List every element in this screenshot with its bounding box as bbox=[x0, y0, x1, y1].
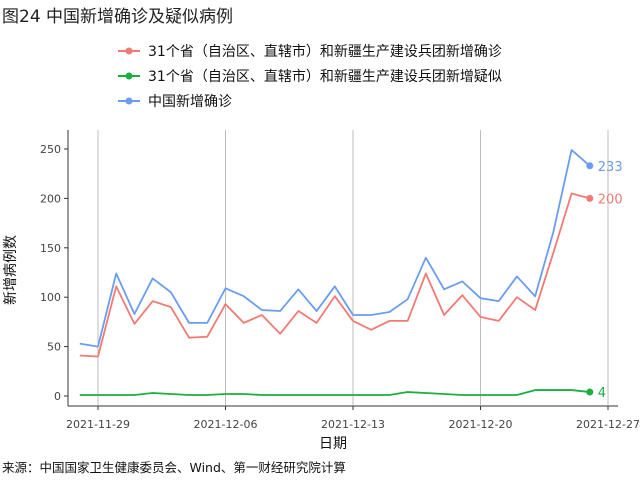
series-line-1 bbox=[79, 389, 590, 396]
legend-label: 中国新增确诊 bbox=[148, 93, 232, 110]
legend-item: 31个省（自治区、直辖市）和新疆生产建设兵团新增确诊 bbox=[118, 38, 502, 63]
x-tick-label: 2021-11-29 bbox=[66, 418, 130, 431]
y-axis-title: 新增病例数 bbox=[3, 235, 19, 305]
x-tick-label: 2021-12-06 bbox=[194, 418, 258, 431]
chart-title: 图24 中国新增确诊及疑似病例 bbox=[2, 7, 234, 27]
y-tick-label: 250 bbox=[40, 143, 61, 156]
legend-label: 31个省（自治区、直辖市）和新疆生产建设兵团新增确诊 bbox=[148, 43, 502, 60]
legend-key bbox=[118, 69, 140, 83]
series-end-label-0: 200 bbox=[598, 192, 623, 207]
legend-label: 31个省（自治区、直辖市）和新疆生产建设兵团新增疑似 bbox=[148, 68, 502, 85]
legend-key bbox=[118, 94, 140, 108]
x-tick-label: 2021-12-13 bbox=[321, 418, 385, 431]
series-end-point-2 bbox=[586, 162, 594, 170]
y-tick-label: 0 bbox=[54, 390, 61, 403]
x-axis-title: 日期 bbox=[319, 436, 347, 452]
series-end-label-2: 233 bbox=[598, 160, 623, 175]
y-tick-label: 50 bbox=[47, 341, 61, 354]
y-tick-label: 200 bbox=[40, 192, 61, 205]
legend: 31个省（自治区、直辖市）和新疆生产建设兵团新增确诊 31个省（自治区、直辖市）和… bbox=[118, 38, 502, 113]
legend-item: 中国新增确诊 bbox=[118, 88, 502, 113]
x-tick-label: 2021-12-27 bbox=[576, 418, 640, 431]
source-note: 来源：中国国家卫生健康委员会、Wind、第一财经研究院计算 bbox=[2, 460, 346, 475]
series-line-2 bbox=[79, 149, 591, 348]
series-end-label-1: 4 bbox=[598, 386, 606, 401]
y-tick-label: 150 bbox=[40, 242, 61, 255]
series-line-0 bbox=[79, 192, 591, 358]
legend-key bbox=[118, 44, 140, 58]
series-end-point-0 bbox=[586, 194, 594, 202]
x-tick-label: 2021-12-20 bbox=[449, 418, 513, 431]
legend-item: 31个省（自治区、直辖市）和新疆生产建设兵团新增疑似 bbox=[118, 63, 502, 88]
y-tick-label: 100 bbox=[40, 291, 61, 304]
series-end-point-1 bbox=[586, 388, 594, 396]
